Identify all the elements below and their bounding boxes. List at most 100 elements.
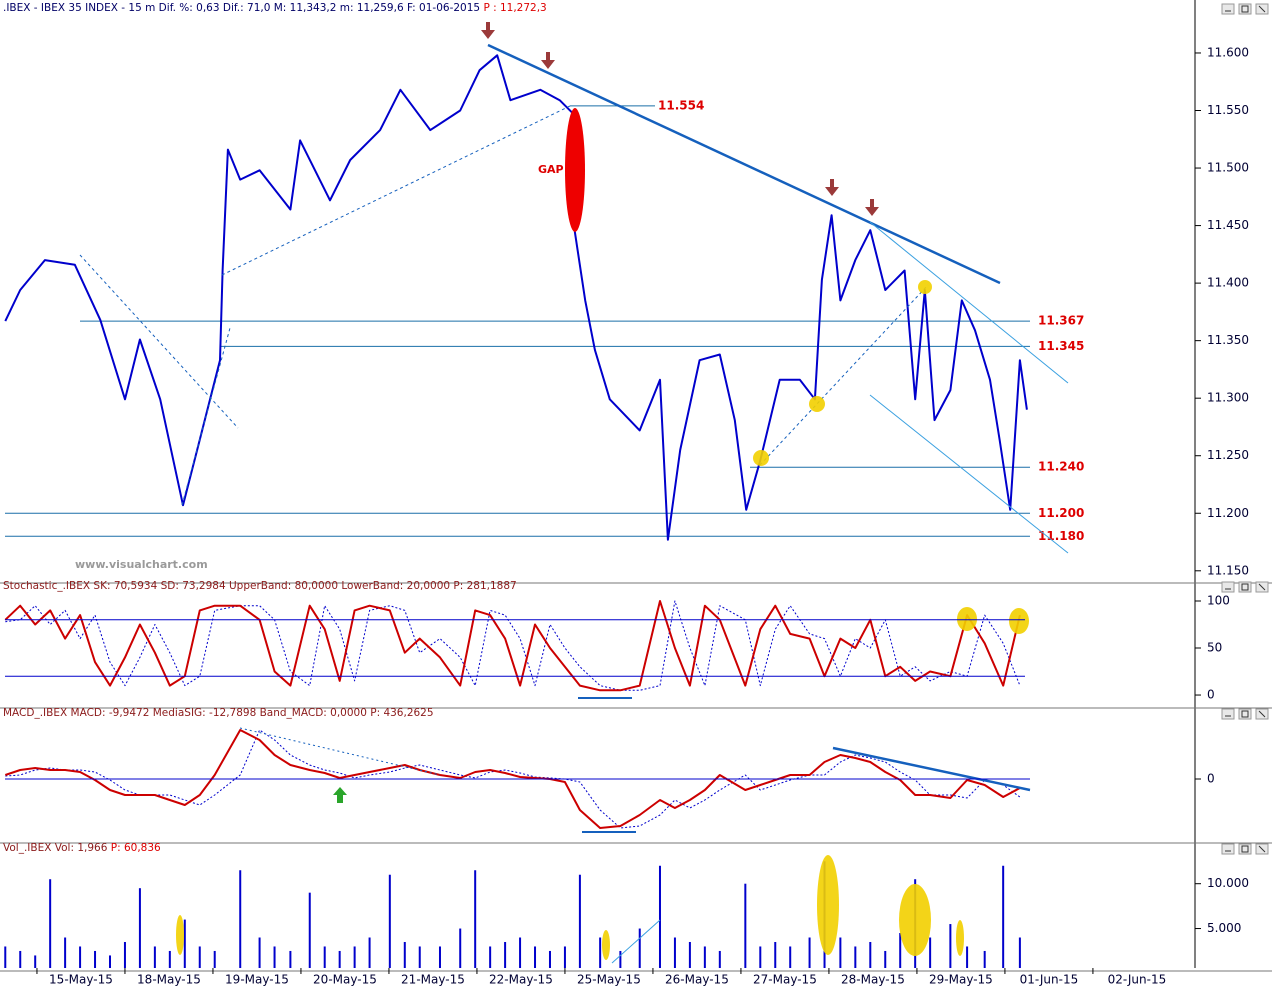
level-label-bg <box>1036 529 1084 544</box>
pane-header: MACD_.IBEX MACD: -9,9472 MediaSIG: -12,7… <box>3 707 434 719</box>
annotations-drawing <box>5 22 1069 964</box>
window-icon <box>1258 583 1266 591</box>
volume-bar <box>1018 937 1021 968</box>
level-label: 11.200 <box>1038 506 1084 520</box>
header-value: P: 60,836 <box>111 842 161 854</box>
highlight <box>753 450 769 466</box>
volume-bar <box>658 865 661 968</box>
y-tick-label: 0 <box>1207 688 1215 702</box>
volume-bar <box>459 928 462 968</box>
trend-line <box>759 284 929 466</box>
volume-bar <box>534 946 537 968</box>
window-button <box>1221 3 1235 15</box>
y-tick-label: 100 <box>1207 593 1230 607</box>
window-icon <box>1241 845 1249 853</box>
header-text: Vol_.IBEX Vol: 1,966 <box>3 842 108 854</box>
level-label: 11.554 <box>658 98 704 112</box>
volume-bar <box>489 946 492 968</box>
volume-bar <box>34 955 37 968</box>
window-icon <box>1258 845 1266 853</box>
trend-line <box>611 919 661 964</box>
x-tick-label: 01-Jun-15 <box>1020 973 1079 987</box>
arrow <box>825 179 839 196</box>
x-tick-label: 19-May-15 <box>225 973 289 987</box>
data-line <box>4 600 1021 692</box>
volume-bar <box>79 946 82 968</box>
trend-line <box>832 746 1031 792</box>
volume-bar <box>718 950 721 968</box>
highlights <box>176 280 1029 960</box>
volume-bar <box>703 946 706 968</box>
window-icon <box>1258 710 1266 718</box>
y-tick-label: 50 <box>1207 641 1222 655</box>
volume-bar <box>808 937 811 968</box>
x-tick-label: 18-May-15 <box>137 973 201 987</box>
y-tick-label: 11.350 <box>1207 333 1249 347</box>
watermark: www.visualchart.com <box>75 558 208 571</box>
level-label: 11.240 <box>1038 460 1084 474</box>
y-tick-label: 11.400 <box>1207 276 1249 290</box>
highlight <box>809 396 825 412</box>
pane-header: Stochastic_.IBEX SK: 70,5934 SD: 73,2984… <box>3 580 517 592</box>
volume-bar <box>258 937 261 968</box>
volume-bar <box>138 888 141 968</box>
level-label-bg <box>1036 314 1084 329</box>
x-tick-label: 29-May-15 <box>929 973 993 987</box>
volume-bar <box>519 937 522 968</box>
window-button <box>1221 708 1235 720</box>
highlight <box>956 920 964 956</box>
level-label-bg <box>1036 460 1084 475</box>
trend-line <box>181 327 231 506</box>
volume-bar <box>563 946 566 968</box>
volume-bar <box>1002 865 1005 968</box>
x-tick-label: 26-May-15 <box>665 973 729 987</box>
data-line <box>4 54 1028 541</box>
volume-bar <box>273 946 276 968</box>
channel-line <box>869 221 1069 384</box>
highlight <box>602 930 610 960</box>
window-icon <box>1241 710 1249 718</box>
volume-bar <box>289 950 292 968</box>
volume-bar <box>168 950 171 968</box>
highlight <box>1009 608 1029 634</box>
volume-bar <box>198 946 201 968</box>
volume-bar <box>599 937 602 968</box>
window-button <box>1221 581 1235 593</box>
x-tick-label: 15-May-15 <box>49 973 113 987</box>
level-label-bg <box>1036 506 1084 521</box>
window-button <box>1221 843 1235 855</box>
header-value: P : 11,272,3 <box>483 2 546 14</box>
volume-bar <box>548 950 551 968</box>
pane-header: Vol_.IBEX Vol: 1,966 P: 60,836 <box>3 842 161 854</box>
y-tick-label: 11.200 <box>1207 506 1249 520</box>
trend-line <box>239 727 441 776</box>
volume-bar <box>638 928 641 968</box>
x-tick-label: 02-Jun-15 <box>1108 973 1167 987</box>
y-tick-label: 11.550 <box>1207 103 1249 117</box>
volume-bar <box>839 937 842 968</box>
level-label: 11.367 <box>1038 314 1084 328</box>
window-icon <box>1241 583 1249 591</box>
volume-bar <box>64 937 67 968</box>
gap-label: GAP <box>538 163 564 176</box>
volume-bar <box>368 937 371 968</box>
highlight <box>899 884 931 956</box>
volume-bar <box>4 946 7 968</box>
volume-bar <box>308 892 311 968</box>
volume-bar <box>49 879 52 968</box>
volume-bar <box>123 941 126 968</box>
header-text: Stochastic_.IBEX SK: 70,5934 SD: 73,2984… <box>3 580 517 592</box>
volume-bar <box>884 950 887 968</box>
y-tick-label: 11.250 <box>1207 448 1249 462</box>
volume-bar <box>759 946 762 968</box>
gap-marker <box>565 108 585 232</box>
volume-bar <box>183 919 186 968</box>
volume-bar <box>688 941 691 968</box>
y-tick-label: 0 <box>1207 772 1215 786</box>
y-tick-label: 11.600 <box>1207 45 1249 59</box>
highlight <box>918 280 932 294</box>
highlight <box>176 915 184 955</box>
volume-bar <box>774 941 777 968</box>
volume-bar <box>338 950 341 968</box>
